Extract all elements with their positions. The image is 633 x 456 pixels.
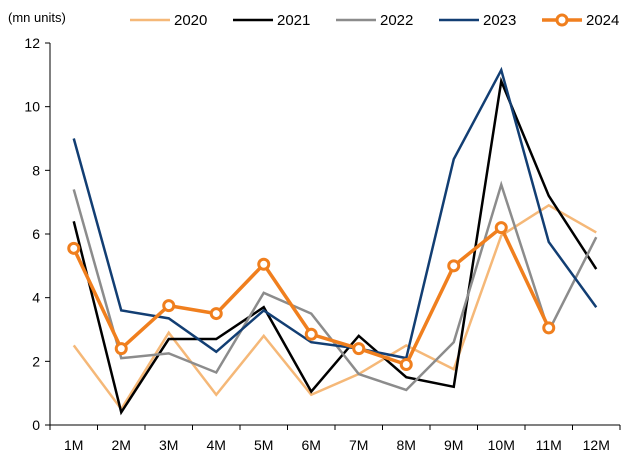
x-tick-label: 11M (536, 437, 562, 453)
x-tick-label: 3M (159, 437, 178, 453)
data-point-2024 (352, 342, 366, 356)
y-tick-label: 10 (24, 99, 40, 115)
legend-label: 2023 (483, 12, 516, 29)
data-point-2024 (494, 221, 508, 235)
series-2022 (72, 180, 598, 392)
legend-label: 2020 (174, 12, 207, 29)
x-tick-label: 9M (444, 437, 463, 453)
y-tick-label: 4 (32, 290, 40, 306)
data-point-2024 (114, 342, 128, 356)
x-tick-label: 10M (488, 437, 515, 453)
series-2020 (72, 203, 597, 412)
data-point-2024 (67, 241, 81, 255)
axes (45, 42, 621, 430)
x-tick-labels: 1M 2M 3M 4M 5M 6M 7M 8M 9M 10M 11M 12M (64, 437, 610, 453)
legend-item-2021: 2021 (233, 12, 310, 29)
data-point-2024 (257, 257, 271, 271)
legend-item-2022: 2022 (336, 12, 413, 29)
series-line-2023 (72, 66, 598, 360)
series-line-2020 (72, 203, 597, 412)
y-tick-label: 6 (32, 226, 40, 242)
data-point-2024 (399, 358, 413, 372)
series-lines (67, 66, 598, 416)
x-tick-label: 7M (349, 437, 368, 453)
x-tick-label: 6M (302, 437, 321, 453)
series-2023 (72, 66, 598, 360)
y-tick-label: 2 (32, 353, 40, 369)
data-point-2024 (209, 307, 223, 321)
x-tick-label: 8M (397, 437, 416, 453)
legend-label: 2024 (586, 12, 619, 29)
data-point-2024 (447, 259, 461, 273)
data-point-2024 (162, 299, 176, 313)
legend-marker (555, 13, 569, 27)
legend-item-2020: 2020 (130, 12, 207, 29)
series-line-2022 (72, 180, 598, 392)
data-point-2024 (542, 321, 556, 335)
y-tick-label: 0 (32, 417, 40, 433)
legend-label: 2021 (277, 12, 310, 29)
legend-item-2023: 2023 (439, 12, 516, 29)
legend-label: 2022 (380, 12, 413, 29)
series-2024 (67, 221, 556, 372)
legend: 2020 2021 2022 2023 2024 (130, 12, 619, 29)
x-tick-label: 2M (112, 437, 131, 453)
x-tick-label: 5M (254, 437, 273, 453)
x-tick-label: 1M (64, 437, 83, 453)
x-tick-label: 12M (583, 437, 610, 453)
y-tick-label: 8 (32, 162, 40, 178)
x-tick-label: 4M (207, 437, 226, 453)
unit-label: (mn units) (8, 10, 66, 25)
series-line-2024 (72, 224, 551, 367)
data-point-2024 (304, 327, 318, 341)
legend-item-2024: 2024 (542, 12, 619, 29)
y-tick-label: 12 (24, 35, 40, 51)
y-tick-labels: 0 2 4 6 8 10 12 (24, 35, 40, 433)
